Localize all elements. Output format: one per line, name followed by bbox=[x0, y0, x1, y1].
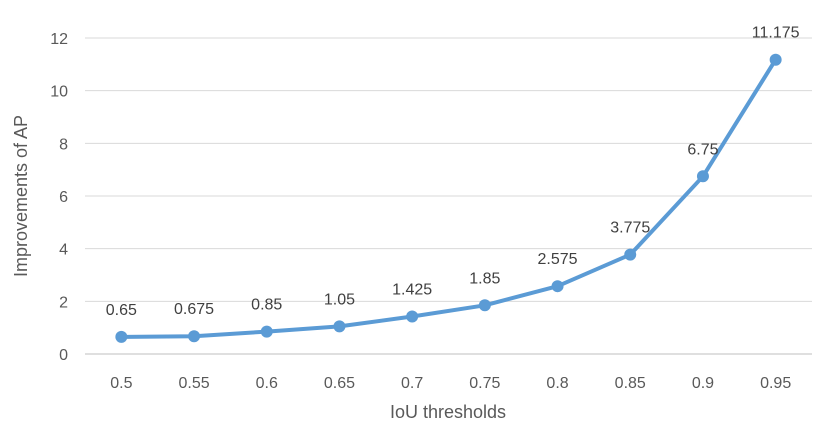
series-layer bbox=[115, 53, 782, 343]
x-tick-label: 0.8 bbox=[546, 375, 568, 392]
data-label: 6.75 bbox=[687, 141, 718, 158]
data-point bbox=[333, 320, 346, 333]
y-tick-label: 12 bbox=[50, 31, 68, 48]
x-axis-title: IoU thresholds bbox=[390, 402, 506, 422]
data-label: 2.575 bbox=[538, 251, 578, 268]
y-tick-label: 0 bbox=[59, 347, 68, 364]
x-tick-label: 0.7 bbox=[401, 375, 423, 392]
x-tick-label: 0.5 bbox=[110, 375, 132, 392]
x-tick-label: 0.85 bbox=[615, 375, 646, 392]
data-point bbox=[188, 330, 201, 343]
y-tick-label: 10 bbox=[50, 84, 68, 101]
data-label: 1.425 bbox=[392, 281, 432, 298]
data-labels: 0.65 0.675 0.85 1.05 1.425 1.85 2.575 3.775 6.75… bbox=[106, 25, 800, 319]
data-label: 0.85 bbox=[251, 297, 282, 314]
data-point bbox=[551, 280, 564, 293]
y-tick-label: 8 bbox=[59, 136, 68, 153]
data-label: 1.85 bbox=[469, 270, 500, 287]
x-tick-label: 0.9 bbox=[692, 375, 714, 392]
data-point bbox=[769, 53, 782, 66]
x-tick-label: 0.95 bbox=[760, 375, 791, 392]
series-line bbox=[119, 57, 778, 339]
data-point bbox=[624, 248, 637, 261]
x-tick-label: 0.55 bbox=[178, 375, 209, 392]
data-point bbox=[696, 170, 709, 183]
data-label: 0.65 bbox=[106, 302, 137, 319]
data-point bbox=[478, 299, 491, 312]
data-label: 0.675 bbox=[174, 301, 214, 318]
data-label: 3.775 bbox=[610, 220, 650, 237]
x-tick-label: 0.65 bbox=[324, 375, 355, 392]
data-label: 1.05 bbox=[324, 291, 355, 308]
y-tick-label: 4 bbox=[59, 242, 68, 259]
x-tick-label: 0.75 bbox=[469, 375, 500, 392]
data-label: 11.175 bbox=[752, 25, 800, 42]
y-axis-ticks: 0 2 4 6 8 10 12 bbox=[50, 31, 68, 364]
x-tick-label: 0.6 bbox=[256, 375, 278, 392]
data-point bbox=[260, 325, 273, 338]
y-tick-label: 6 bbox=[59, 189, 68, 206]
x-axis-ticks: 0.5 0.55 0.6 0.65 0.7 0.75 0.8 0.85 0.9 0.95 bbox=[110, 375, 791, 392]
gridlines bbox=[85, 37, 812, 355]
y-axis-title: Improvements of AP bbox=[11, 115, 31, 277]
y-tick-label: 2 bbox=[59, 294, 68, 311]
data-point bbox=[406, 310, 419, 323]
data-point bbox=[115, 330, 128, 343]
